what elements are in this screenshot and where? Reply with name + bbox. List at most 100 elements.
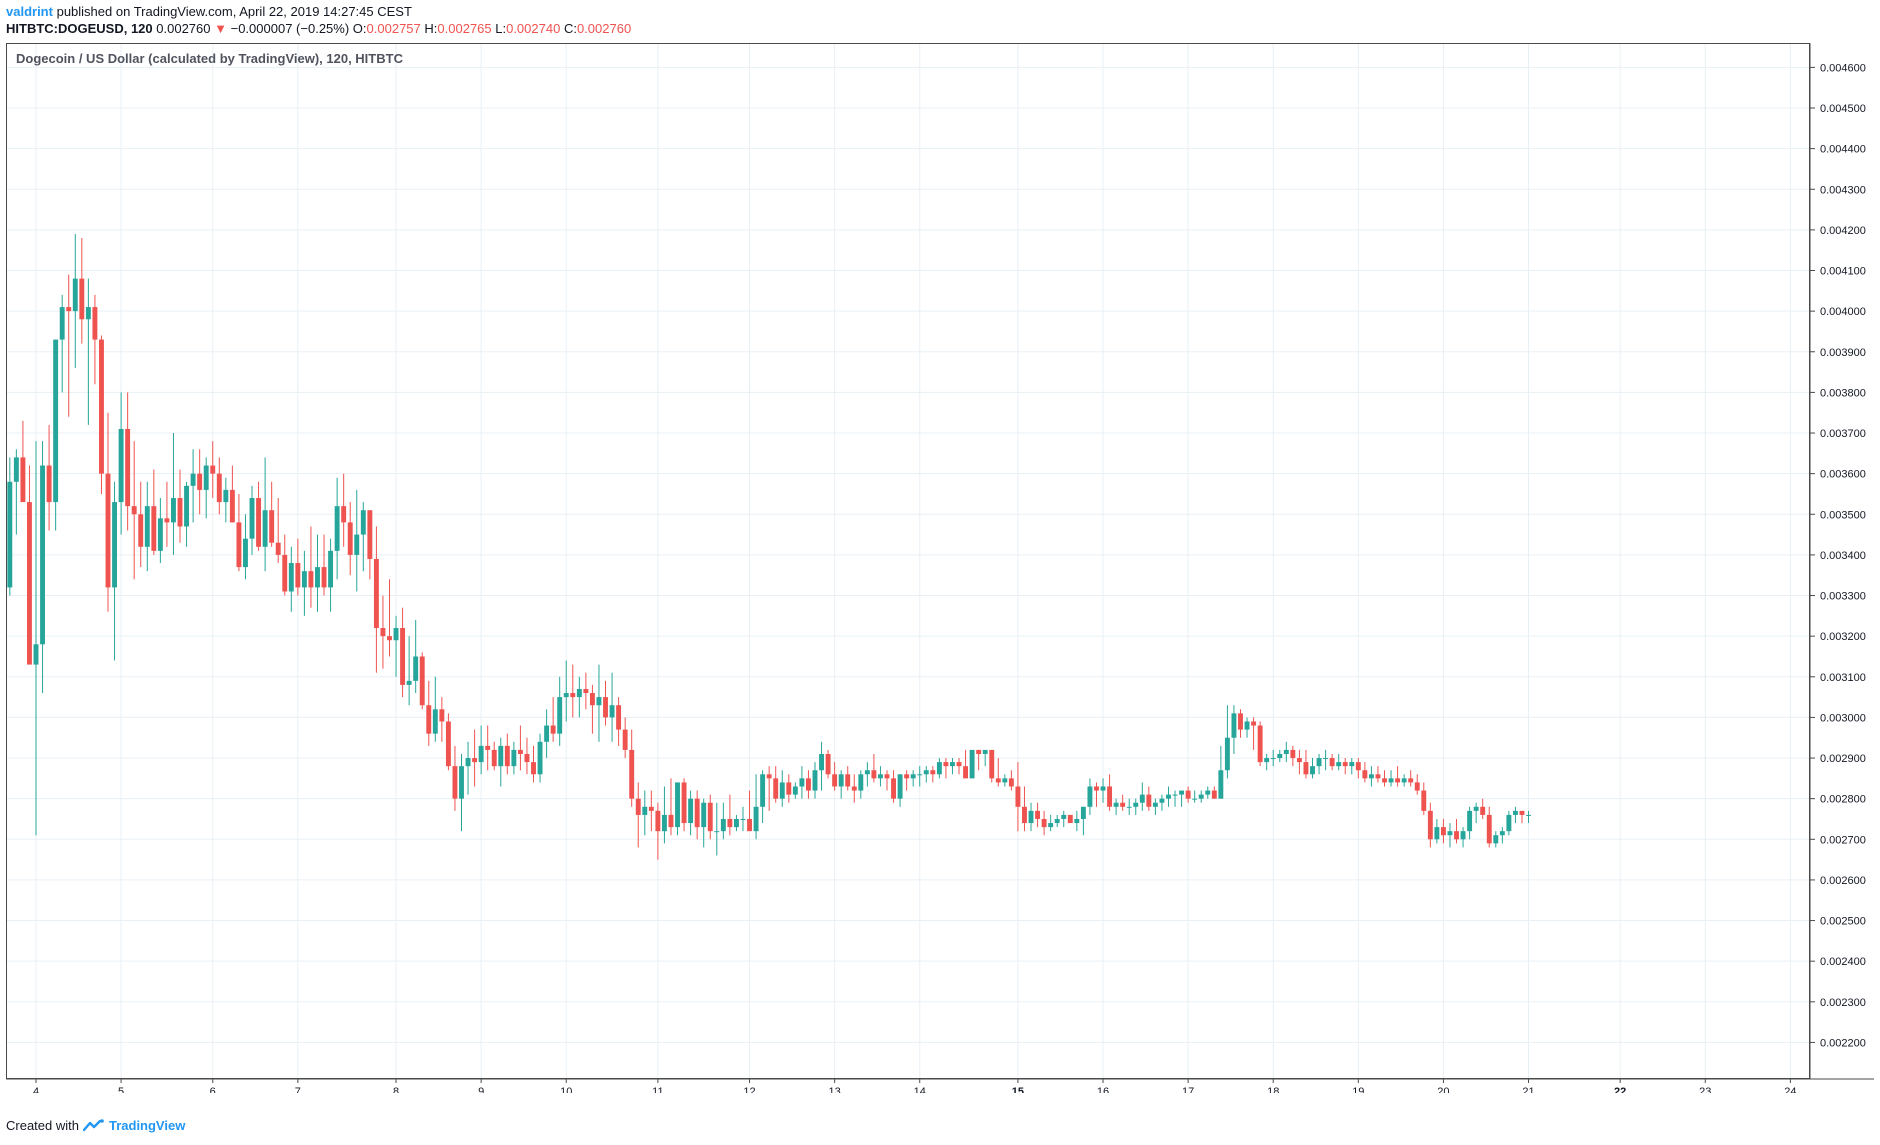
x-tick-label: 24 [1784,1086,1796,1093]
candle [282,534,288,596]
candle [1028,802,1034,832]
candle-body [1061,814,1067,819]
candle-body [445,721,451,767]
candle-body [432,709,438,734]
candle [1054,814,1060,828]
plot-border [6,43,1810,1079]
candle [675,782,680,836]
candle [917,766,923,787]
candle [1460,827,1466,848]
x-tick-label: 16 [1097,1086,1109,1093]
candle-body [517,749,523,754]
candle [308,526,314,608]
candle-body [1519,810,1525,815]
price-axis[interactable]: 0.004600 0.004500 0.004400 0.004300 0.004200… [1810,62,1866,1049]
candlestick-chart[interactable]: 0.004600 0.004500 0.004400 0.004300 0.004200… [0,43,1874,1098]
candle [256,481,262,551]
candle-body [92,307,98,340]
candle-body [675,782,680,828]
candle-body [157,518,163,551]
candle [779,770,785,807]
candle-body [1100,786,1106,791]
candle [1480,798,1486,819]
candle-body [1486,814,1492,844]
price-change: −0.000007 (−0.25%) [230,21,350,36]
candle-body [1296,758,1302,763]
candle-body [184,485,190,527]
candle-body [1185,790,1191,799]
candle [583,672,589,710]
chart-container[interactable]: 0.004600 0.004500 0.004400 0.004300 0.004200… [0,43,1874,1098]
candle-body [85,307,91,320]
candle-body [603,697,608,718]
candle-body [387,636,392,641]
author-name[interactable]: valdrint [6,4,53,19]
candle [1290,745,1296,767]
candle [1454,818,1459,844]
publish-line: valdrint published on TradingView.com, A… [6,4,412,22]
candle-body [1022,806,1027,824]
candle-body [1368,774,1374,779]
candle-body [884,774,890,779]
candle [995,758,1001,787]
candle-body [956,762,962,767]
candle-body [53,339,59,503]
candle [341,473,347,547]
last-price: 0.002760 [156,21,211,36]
candle [727,794,733,836]
candle [269,481,275,547]
candle-body [1264,758,1270,763]
candle [589,684,595,734]
candle-body [1035,810,1041,819]
candle [1512,806,1518,824]
candle [858,770,864,799]
candle [1526,810,1531,824]
y-tick-label: 0.004100 [1820,266,1866,278]
candle-body [164,518,170,523]
candle [805,770,811,799]
candle [413,619,419,694]
candle-body [1107,786,1113,807]
candle [1244,717,1250,738]
candle [360,502,366,572]
candle-body [596,697,602,706]
candle-body [969,749,975,779]
candle [1277,749,1283,763]
tradingview-brand[interactable]: TradingView [108,1118,186,1133]
candle-body [275,542,281,555]
candle [740,806,746,832]
y-tick-label: 0.003300 [1820,591,1866,603]
candle-body [563,693,569,698]
candle-body [616,705,622,730]
candle-body [963,766,969,779]
candle [400,607,406,698]
candle-body [1113,802,1119,807]
ohlc-line: HITBTC:DOGEUSD, 120 0.002760 ▼ −0.000007… [6,21,631,39]
candle-body [1408,778,1414,783]
candle [1401,774,1407,787]
candle [1218,745,1224,799]
candle-body [1454,831,1459,840]
candle-body [413,656,419,681]
candle-body [256,498,262,547]
candle-body [210,465,216,474]
candle-body [845,774,851,787]
down-arrow-icon: ▼ [214,21,227,36]
candle [864,762,870,787]
candle [20,420,26,503]
candle [936,758,942,779]
candle-body [760,774,766,807]
time-axis[interactable]: 4 5 6 7 8 9 10 11 12 13 14 15 16 17 18 19 20 21 22 23 24 [33,1079,1797,1098]
candle-body [33,644,39,665]
candle [570,664,576,718]
candle-body [825,753,831,775]
tradingview-logo-icon[interactable] [82,1118,105,1133]
candle-body [1244,721,1250,730]
candle-body [1414,782,1420,791]
candle-body [864,770,870,775]
candle [1087,778,1093,815]
candle-body [295,563,301,588]
candle [989,749,995,783]
candle [1035,802,1041,828]
candle-body [799,778,805,787]
